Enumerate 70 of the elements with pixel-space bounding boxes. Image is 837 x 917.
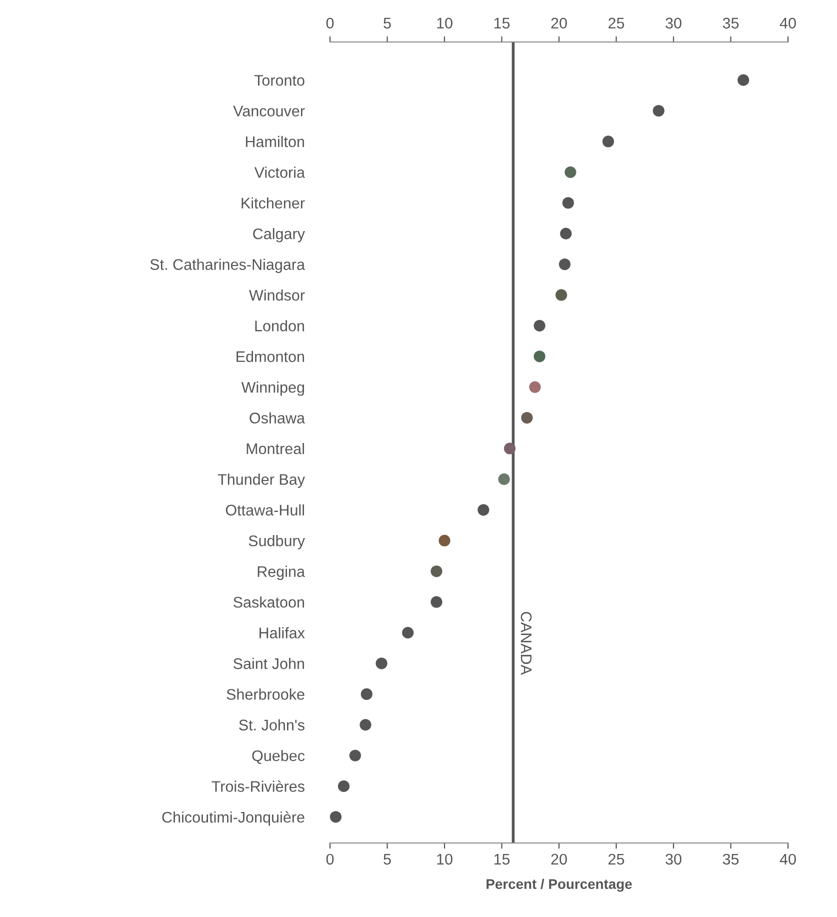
point <box>534 350 546 362</box>
x-tick-label: 30 <box>666 854 682 865</box>
point <box>529 381 541 393</box>
point <box>564 166 576 178</box>
y-tick-label: Saint John <box>234 658 304 670</box>
x2-tick-label: 5 <box>384 18 391 29</box>
point <box>558 258 571 270</box>
x-tick-label: 40 <box>780 854 796 865</box>
x-tick-label: 20 <box>551 854 567 865</box>
y-tick-label: Montreal <box>246 442 304 454</box>
y-tick-label: Kitchener <box>242 197 305 209</box>
y-tick-label: Chicoutimi-Jonquière <box>162 811 304 826</box>
y-tick-label: Vancouver <box>233 106 305 116</box>
point <box>738 74 750 86</box>
x-tick-label: 15 <box>494 854 510 865</box>
x2-tick-label: 15 <box>494 18 510 29</box>
y-tick-label: Windsor <box>249 289 305 301</box>
point <box>652 104 664 117</box>
y-tick-label: Thunder Bay <box>218 474 305 488</box>
point <box>430 596 442 608</box>
x2-tick-label: 20 <box>551 18 567 29</box>
y-tick-label: Sudbury <box>248 535 305 550</box>
y-tick-label: Regina <box>258 566 305 580</box>
point <box>438 534 450 546</box>
y-tick-label: St. John's <box>239 719 304 730</box>
point <box>562 197 574 209</box>
point <box>521 412 533 424</box>
y-tick-label: Victoria <box>254 166 305 178</box>
point <box>349 750 361 762</box>
y-tick-label: Halifax <box>260 627 305 638</box>
y-tick-label: Quebec <box>252 750 305 764</box>
y-tick-label: Oshawa <box>250 412 305 424</box>
x-tick-label: 5 <box>384 854 391 865</box>
ref-line-label: CANADA <box>520 612 532 675</box>
point <box>534 320 546 332</box>
y-tick-label: Edmonton <box>236 350 304 362</box>
point <box>376 658 388 670</box>
point <box>498 473 510 485</box>
y-tick-label: St. Catharines-Niagara <box>150 258 306 273</box>
point <box>602 136 614 148</box>
point <box>560 228 572 240</box>
point <box>402 626 414 639</box>
x2-tick-label: 30 <box>666 18 682 29</box>
x-tick-label: 35 <box>722 854 739 865</box>
y-tick-label: London <box>255 320 304 332</box>
x2-tick-label: 25 <box>608 18 624 29</box>
y-tick-label: Hamilton <box>246 136 304 148</box>
x-axis-title: Percent / Pourcentage <box>486 878 632 892</box>
x2-tick-label: 40 <box>780 18 796 29</box>
x-tick-label: 10 <box>437 854 452 865</box>
point <box>430 565 442 578</box>
y-tick-label: Calgary <box>253 228 305 242</box>
y-tick-label: Trois-Rivières <box>212 780 304 792</box>
y-tick-label: Sherbrooke <box>226 688 304 700</box>
point <box>555 289 568 301</box>
y-tick-label: Winnipeg <box>241 382 304 396</box>
x2-tick-label: 0 <box>326 18 334 29</box>
x2-tick-label: 35 <box>722 18 739 29</box>
x-tick-label: 0 <box>326 854 334 865</box>
y-tick-label: Saskatoon <box>234 596 304 608</box>
point <box>360 718 372 731</box>
y-tick-label: Toronto <box>254 75 304 86</box>
point <box>478 504 490 516</box>
point <box>504 442 516 454</box>
point <box>360 688 372 700</box>
point <box>338 780 350 792</box>
y-tick-label: Ottawa-Hull <box>226 504 304 516</box>
point <box>330 811 342 823</box>
x-tick-label: 25 <box>608 854 624 865</box>
x2-tick-label: 10 <box>437 18 452 29</box>
